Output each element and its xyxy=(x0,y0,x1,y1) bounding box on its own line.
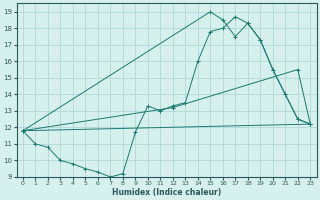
X-axis label: Humidex (Indice chaleur): Humidex (Indice chaleur) xyxy=(112,188,221,197)
